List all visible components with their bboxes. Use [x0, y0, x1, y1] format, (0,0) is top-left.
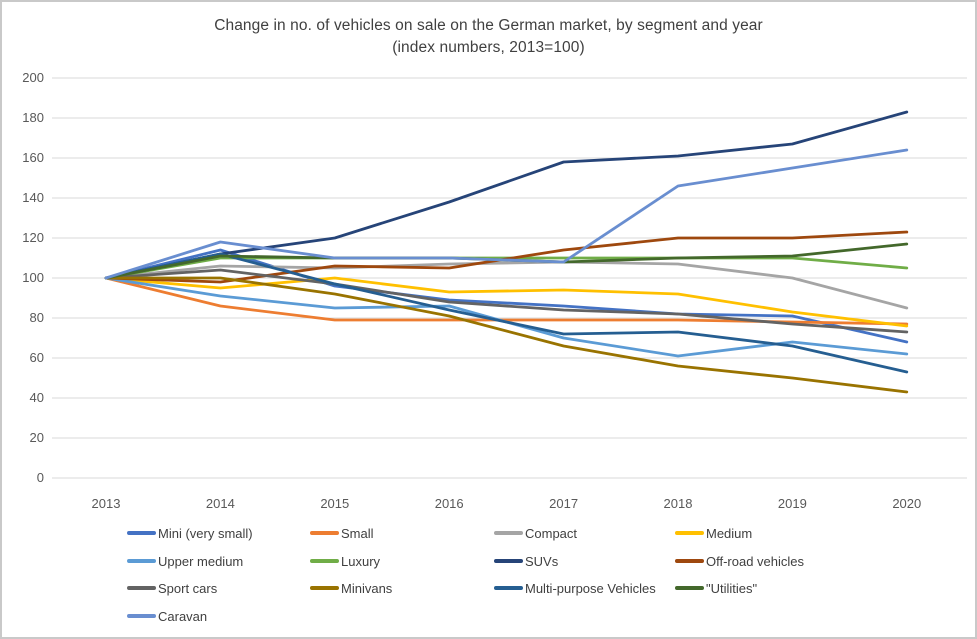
series-line — [104, 276, 909, 394]
legend-swatch — [127, 531, 156, 535]
legend-label: Caravan — [158, 608, 208, 624]
x-tick-label: 2020 — [892, 496, 922, 511]
legend-label: "Utilities" — [706, 580, 758, 596]
legend-swatch — [675, 586, 704, 590]
legend-swatch — [310, 559, 339, 563]
legend-item: Luxury — [310, 551, 380, 571]
legend-label: Small — [341, 525, 374, 541]
x-tick-label: 2015 — [320, 496, 350, 511]
legend-item: Multi-purpose Vehicles — [494, 578, 656, 598]
legend-item: Upper medium — [127, 551, 243, 571]
y-tick-label: 60 — [29, 350, 44, 365]
y-tick-label: 0 — [36, 470, 44, 485]
legend-swatch — [494, 559, 523, 563]
legend-label: Medium — [706, 525, 753, 541]
legend-item: Mini (very small) — [127, 523, 253, 543]
legend-item: Medium — [675, 523, 752, 543]
x-tick-label: 2014 — [205, 496, 235, 511]
series-line — [104, 276, 909, 328]
legend-item: Caravan — [127, 606, 207, 626]
series-line — [104, 260, 909, 310]
y-tick-label: 160 — [22, 150, 44, 165]
legend-label: Off-road vehicles — [706, 553, 805, 569]
legend-item: Compact — [494, 523, 577, 543]
chart-title-line1: Change in no. of vehicles on sale on the… — [214, 17, 763, 34]
x-tick-label: 2019 — [777, 496, 807, 511]
legend-swatch — [494, 586, 523, 590]
legend-label: SUVs — [525, 553, 559, 569]
series-line — [104, 252, 909, 374]
legend-swatch — [675, 531, 704, 535]
y-tick-label: 80 — [29, 310, 44, 325]
legend-label: Compact — [525, 525, 578, 541]
y-tick-label: 140 — [22, 190, 44, 205]
legend-swatch — [310, 531, 339, 535]
legend-label: Multi-purpose Vehicles — [525, 580, 656, 596]
legend-item: Small — [310, 523, 374, 543]
x-tick-label: 2016 — [434, 496, 464, 511]
chart-title-line2: (index numbers, 2013=100) — [392, 39, 585, 56]
series-line — [104, 268, 909, 334]
legend-label: Upper medium — [158, 553, 244, 569]
x-tick-label: 2018 — [663, 496, 693, 511]
legend-item: Off-road vehicles — [675, 551, 804, 571]
x-tick-label: 2017 — [549, 496, 579, 511]
y-tick-label: 40 — [29, 390, 44, 405]
legend-label: Mini (very small) — [158, 525, 253, 541]
legend-label: Minivans — [341, 580, 393, 596]
legend-label: Sport cars — [158, 580, 218, 596]
legend-swatch — [494, 531, 523, 535]
legend-item: SUVs — [494, 551, 558, 571]
y-tick-label: 100 — [22, 270, 44, 285]
legend-swatch — [310, 586, 339, 590]
legend-item: "Utilities" — [675, 578, 757, 598]
y-tick-label: 200 — [22, 70, 44, 85]
legend-item: Minivans — [310, 578, 392, 598]
series-line — [104, 148, 909, 280]
x-tick-label: 2013 — [91, 496, 121, 511]
y-tick-label: 180 — [22, 110, 44, 125]
y-tick-label: 20 — [29, 430, 44, 445]
legend-label: Luxury — [341, 553, 381, 569]
legend-swatch — [675, 559, 704, 563]
chart-title: Change in no. of vehicles on sale on the… — [2, 15, 975, 59]
y-tick-label: 120 — [22, 230, 44, 245]
legend-swatch — [127, 614, 156, 618]
legend-swatch — [127, 586, 156, 590]
legend-item: Sport cars — [127, 578, 217, 598]
legend-swatch — [127, 559, 156, 563]
series-line — [104, 110, 909, 280]
